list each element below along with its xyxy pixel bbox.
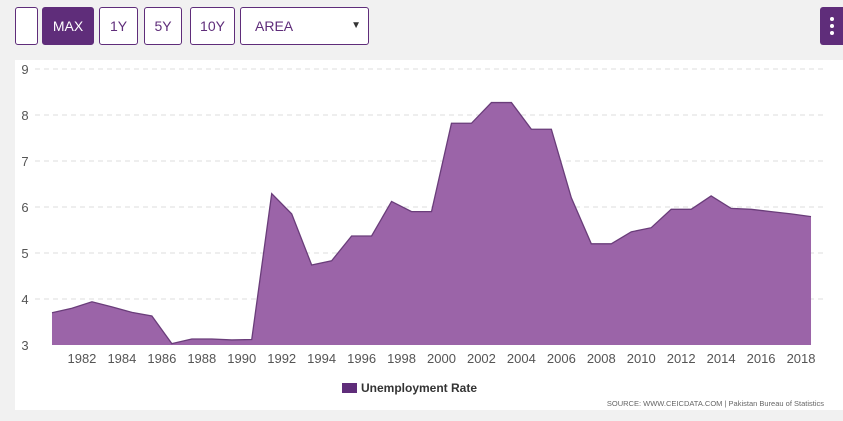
x-tick-label: 1994 <box>307 351 336 366</box>
x-tick-label: 1992 <box>267 351 296 366</box>
x-tick-label: 1998 <box>387 351 416 366</box>
x-tick-label: 2014 <box>707 351 736 366</box>
y-axis-ticks: 3 4 5 6 7 8 9 <box>21 62 28 353</box>
area-series <box>51 101 812 345</box>
range-button-1y[interactable]: 1Y <box>99 7 138 45</box>
y-tick-label: 7 <box>21 154 28 169</box>
chart-toolbar: MAX 1Y 5Y 10Y AREA ▼ <box>0 0 843 60</box>
x-tick-label: 2016 <box>747 351 776 366</box>
x-tick-label: 1982 <box>67 351 96 366</box>
x-tick-label: 2006 <box>547 351 576 366</box>
y-tick-label: 8 <box>21 108 28 123</box>
x-tick-label: 1988 <box>187 351 216 366</box>
x-tick-label: 2012 <box>667 351 696 366</box>
range-button-max[interactable]: MAX <box>42 7 94 45</box>
menu-dot-icon <box>830 31 834 35</box>
x-tick-label: 1996 <box>347 351 376 366</box>
menu-dot-icon <box>830 24 834 28</box>
source-credit: SOURCE: WWW.CEICDATA.COM | Pakistan Bure… <box>607 399 824 408</box>
y-tick-label: 4 <box>21 292 28 307</box>
x-axis-ticks: 1982 1984 1986 1988 1990 1992 1994 1996 1998 2000… <box>67 351 815 366</box>
range-button-10y[interactable]: 10Y <box>190 7 235 45</box>
legend-label: Unemployment Rate <box>361 381 477 395</box>
y-tick-label: 3 <box>21 338 28 353</box>
x-tick-label: 2004 <box>507 351 536 366</box>
x-tick-label: 1984 <box>107 351 136 366</box>
unemployment-area-chart: 3 4 5 6 7 8 9 1982 1984 1986 1988 1990 1992 1994 1996… <box>21 62 824 408</box>
range-button-5y[interactable]: 5Y <box>144 7 182 45</box>
x-tick-label: 2000 <box>427 351 456 366</box>
series-area <box>51 102 812 345</box>
x-tick-label: 1990 <box>227 351 256 366</box>
series-line <box>51 101 812 345</box>
chart-type-select[interactable]: AREA ▼ <box>240 7 369 45</box>
menu-dot-icon <box>830 17 834 21</box>
x-tick-label: 2002 <box>467 351 496 366</box>
x-tick-label: 2010 <box>627 351 656 366</box>
blank-button[interactable] <box>15 7 38 45</box>
y-tick-label: 9 <box>21 62 28 77</box>
x-tick-label: 2018 <box>787 351 816 366</box>
legend[interactable]: Unemployment Rate <box>342 381 477 395</box>
x-tick-label: 2008 <box>587 351 616 366</box>
chevron-down-icon: ▼ <box>351 20 361 31</box>
y-tick-label: 6 <box>21 200 28 215</box>
chart-panel: 3 4 5 6 7 8 9 1982 1984 1986 1988 1990 1992 1994 1996… <box>15 60 843 410</box>
chart-type-select-value: AREA <box>255 18 294 34</box>
menu-kebab-button[interactable] <box>820 7 843 45</box>
y-tick-label: 5 <box>21 246 28 261</box>
legend-swatch <box>342 383 357 393</box>
x-tick-label: 1986 <box>147 351 176 366</box>
